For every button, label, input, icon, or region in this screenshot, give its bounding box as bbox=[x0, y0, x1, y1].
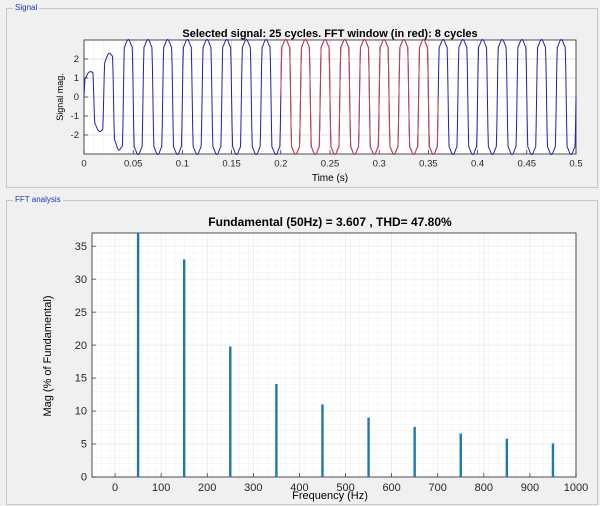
signal-panel: Signal Selected signal: 25 cycles. FFT w… bbox=[6, 2, 598, 188]
signal-chart-xlabel: Time (s) bbox=[312, 173, 348, 184]
signal-chart-title: Selected signal: 25 cycles. FFT window (… bbox=[182, 28, 477, 40]
x-tick-label: 0.45 bbox=[518, 159, 537, 170]
x-tick-label: 700 bbox=[429, 482, 447, 494]
x-tick-label: 400 bbox=[290, 482, 308, 494]
harmonic-bar bbox=[459, 433, 462, 477]
x-tick-label: 0.15 bbox=[222, 159, 241, 170]
signal-chart-ylabel: Signal mag. bbox=[55, 73, 65, 121]
y-tick-label: -2 bbox=[71, 130, 79, 141]
y-tick-label: -1 bbox=[71, 111, 79, 122]
x-tick-label: 0.1 bbox=[176, 159, 189, 170]
harmonic-bar bbox=[182, 259, 186, 477]
y-tick-label: 20 bbox=[75, 340, 87, 352]
y-tick-label: 5 bbox=[81, 439, 87, 451]
x-tick-label: 900 bbox=[521, 482, 539, 494]
harmonic-bar bbox=[551, 443, 555, 477]
y-tick-label: 0 bbox=[81, 472, 87, 484]
plot-area bbox=[92, 233, 576, 477]
fft-panel-title: FFT analysis bbox=[13, 194, 63, 206]
harmonic-bar bbox=[229, 346, 232, 477]
x-tick-label: 0.35 bbox=[419, 159, 438, 170]
signal-panel-title: Signal bbox=[13, 2, 40, 14]
harmonic-bar bbox=[367, 417, 370, 477]
x-tick-label: 800 bbox=[475, 482, 493, 494]
y-tick-label: 10 bbox=[75, 406, 87, 418]
fft-chart: Fundamental (50Hz) = 3.607 , THD= 47.80%… bbox=[42, 215, 588, 502]
x-tick-label: 500 bbox=[336, 482, 354, 494]
x-tick-label: 600 bbox=[382, 482, 400, 494]
y-tick-label: 0 bbox=[74, 92, 79, 103]
y-tick-label: 15 bbox=[75, 373, 87, 385]
fft-chart-ylabel: Mag (% of Fundamental) bbox=[42, 295, 54, 416]
x-tick-label: 0.4 bbox=[471, 159, 484, 170]
x-tick-label: 0 bbox=[81, 159, 86, 170]
x-tick-label: 300 bbox=[244, 482, 262, 494]
harmonic-bar bbox=[321, 404, 324, 477]
harmonic-bar bbox=[275, 384, 278, 477]
x-tick-label: 200 bbox=[198, 482, 216, 494]
x-tick-label: 0.5 bbox=[569, 159, 582, 170]
fft-chart-xlabel: Frequency (Hz) bbox=[292, 490, 368, 502]
y-tick-label: 35 bbox=[75, 241, 87, 253]
x-tick-label: 0.3 bbox=[373, 159, 386, 170]
plot-frame bbox=[91, 232, 577, 478]
x-tick-label: 0.2 bbox=[274, 159, 287, 170]
x-tick-label: 0.05 bbox=[124, 159, 143, 170]
fft-panel: FFT analysis Fundamental (50Hz) = 3.607 … bbox=[6, 194, 598, 505]
x-tick-label: 0 bbox=[112, 482, 118, 494]
x-tick-label: 0.25 bbox=[321, 159, 340, 170]
x-tick-label: 100 bbox=[152, 482, 170, 494]
harmonic-bar bbox=[505, 438, 509, 477]
signal-chart: Selected signal: 25 cycles. FFT window (… bbox=[55, 28, 583, 184]
harmonic-bar bbox=[413, 426, 416, 477]
fft-window-line bbox=[280, 38, 439, 156]
y-tick-label: 30 bbox=[75, 274, 87, 286]
y-tick-label: 1 bbox=[74, 73, 79, 84]
x-tick-label: 1000 bbox=[564, 482, 588, 494]
y-tick-label: 2 bbox=[74, 54, 79, 65]
y-tick-label: 25 bbox=[75, 307, 87, 319]
harmonic-bar bbox=[136, 233, 140, 477]
fft-chart-title: Fundamental (50Hz) = 3.607 , THD= 47.80% bbox=[208, 215, 452, 229]
